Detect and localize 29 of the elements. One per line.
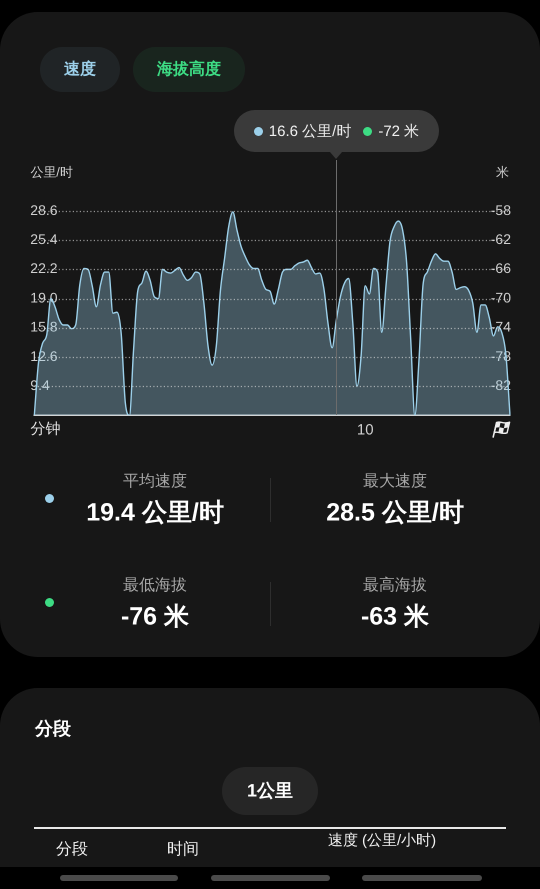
text: 分段 xyxy=(35,718,71,740)
text: -76 米 xyxy=(120,602,190,632)
text: 分段 xyxy=(56,840,88,860)
x-tick-label: 10 xyxy=(356,421,374,438)
text: 平均速度 xyxy=(123,472,187,492)
y2-axis-title: 米 xyxy=(496,164,509,180)
y-tick-label: 28.6 xyxy=(30,202,58,218)
filter-chip: 速度 xyxy=(40,47,120,92)
legend-label: 海拔高度 xyxy=(157,60,221,78)
text: 最高海拔 xyxy=(363,576,427,596)
y-tick-label: 25.4 xyxy=(30,231,58,248)
text: 时间 xyxy=(167,840,199,860)
y-tick-label: 22.2 xyxy=(30,260,58,276)
y2-tick-label: -58 xyxy=(490,202,512,218)
y-tick-label: 19.0 xyxy=(30,289,58,306)
text: 速度 (公里/小时) xyxy=(327,832,437,849)
text: 最低海拔 xyxy=(123,576,187,596)
y2-tick-label: -70 xyxy=(490,289,512,306)
x-axis-title: 分钟 xyxy=(30,420,60,438)
y-axis-title: 公里/时 xyxy=(30,164,73,180)
text: 28.5 公里/时 xyxy=(326,498,464,528)
y2-tick-label: -66 xyxy=(490,260,512,276)
filter-chip: 海拔高度 xyxy=(133,47,245,92)
y2-tick-label: -74 xyxy=(490,318,512,335)
text: 19.4 公里/时 xyxy=(86,498,224,528)
y2-tick-label: -62 xyxy=(490,231,512,248)
text: 最大速度 xyxy=(363,472,427,492)
distance-chip: 1公里 xyxy=(222,767,318,815)
text: -63 米 xyxy=(360,602,430,632)
